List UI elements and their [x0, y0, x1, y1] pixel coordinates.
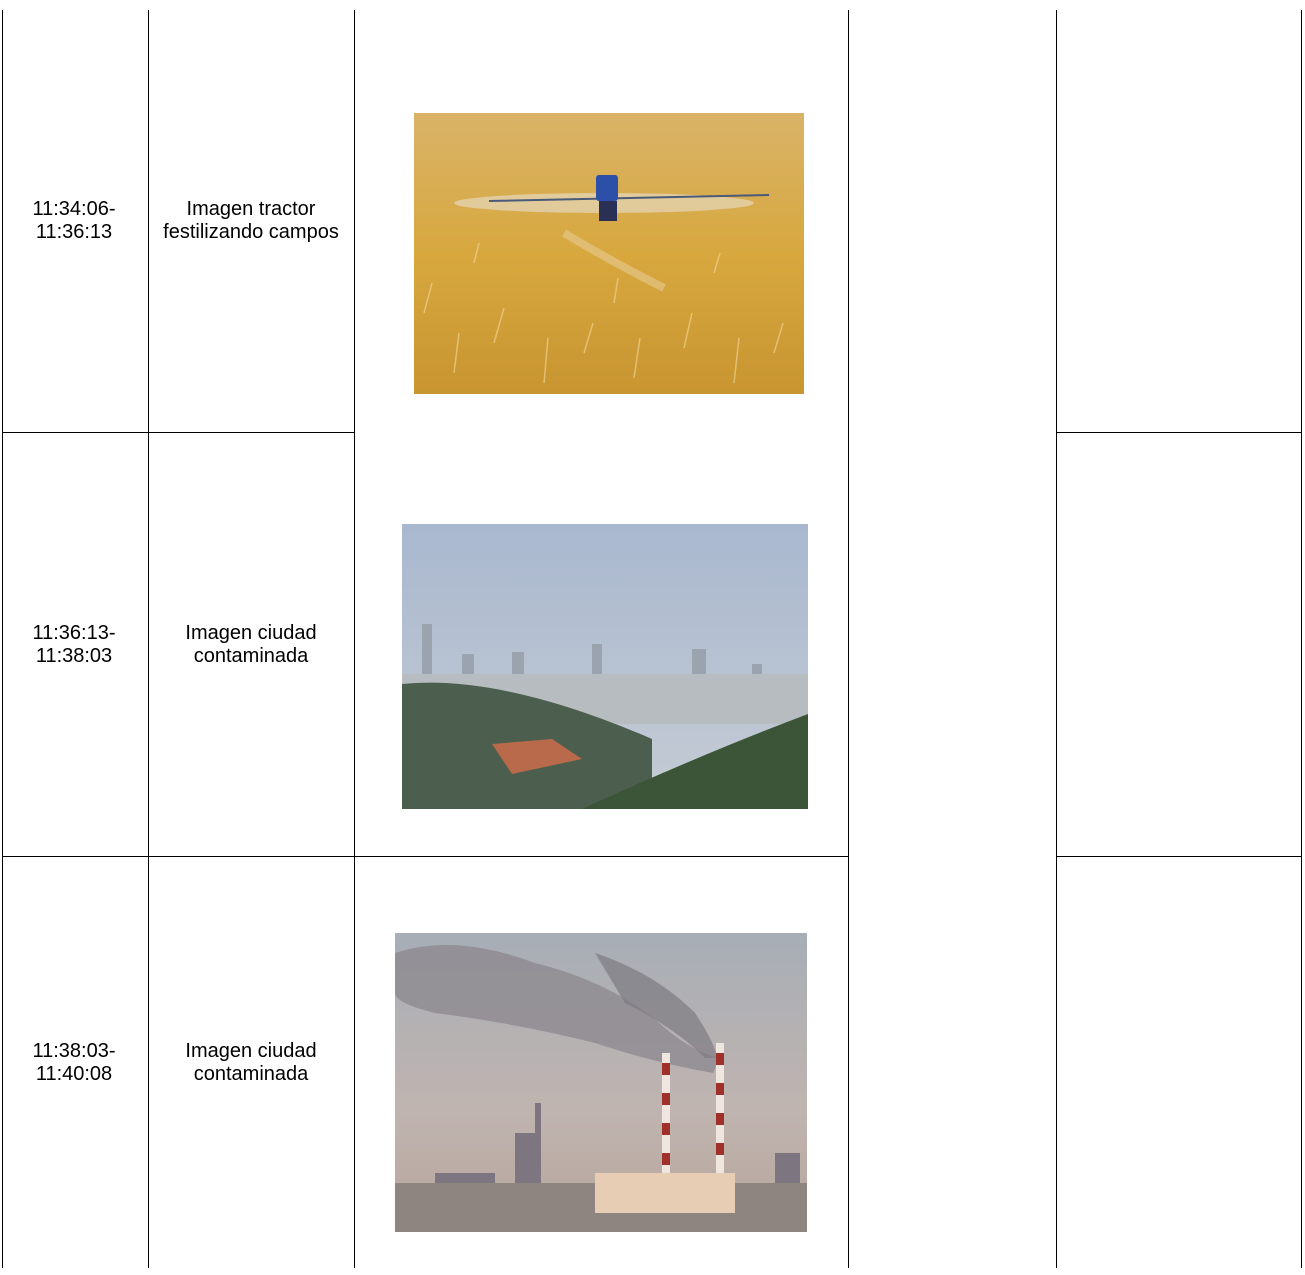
smokestack-photo: [395, 933, 807, 1232]
city-photo: [402, 524, 808, 809]
time-cell: 11:36:13-11:38:03: [32, 621, 116, 667]
border: [148, 10, 149, 1268]
border: [1301, 10, 1302, 1268]
description-cell: Imagen ciudad contaminada: [185, 621, 317, 667]
border: [1056, 432, 1302, 433]
border: [1056, 856, 1302, 857]
border: [2, 856, 849, 857]
border: [354, 10, 355, 1268]
description-cell: Imagen tractor festilizando campos: [163, 198, 339, 243]
border: [2, 10, 3, 1268]
tractor-photo: [414, 113, 804, 394]
border: [848, 10, 849, 1268]
description-cell: Imagen ciudad contaminada: [185, 1039, 317, 1085]
time-cell: 11:38:03-11:40:08: [32, 1039, 116, 1085]
border: [1056, 10, 1057, 1268]
border: [2, 432, 354, 433]
time-cell: 11:34:06-11:36:13: [32, 198, 116, 243]
